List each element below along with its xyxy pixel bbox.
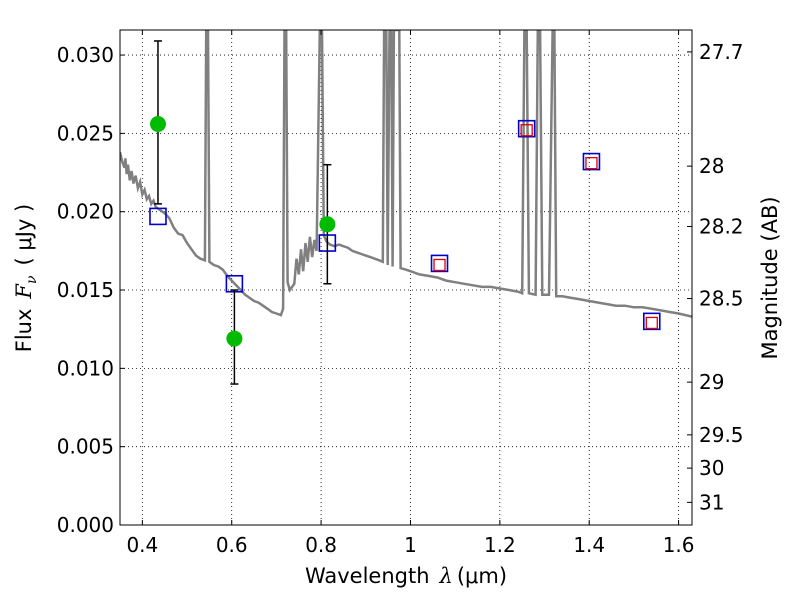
upper-limit-square — [433, 258, 446, 272]
magnitude-axis-label: Magnitude (AB) — [758, 196, 782, 359]
y-tick-label: 0.025 — [57, 121, 114, 145]
upper-limit-square — [585, 156, 598, 170]
y-tick-label: 0.020 — [57, 200, 114, 224]
y-tick-label: 0.005 — [57, 435, 114, 459]
model-band-square — [430, 254, 449, 273]
magnitude-tick-label: 28.2 — [699, 214, 744, 238]
magnitude-tick-label: 30 — [699, 456, 724, 480]
magnitude-tick-label: 27.7 — [699, 40, 744, 64]
x-tick-label: 0.6 — [216, 533, 248, 557]
observed-point — [226, 330, 243, 347]
y-axis-label: FluxFν( μJy ) — [12, 204, 40, 352]
model-band-square — [582, 152, 601, 171]
magnitude-tick-label: 31 — [699, 490, 724, 514]
observed-point — [319, 216, 336, 233]
model-spectrum-line — [120, 30, 692, 318]
upper-limit-square — [520, 124, 533, 137]
x-tick-label: 1.6 — [663, 533, 695, 557]
axis-ticks: 0.4 0.6 0.8 1 1.2 1.4 1.6 0.000 0.005 0.010 0.015 0… — [57, 30, 744, 557]
x-tick-label: 0.8 — [305, 533, 337, 557]
data-points-layer — [149, 40, 661, 385]
magnitude-tick-label: 29 — [699, 370, 724, 394]
model-band-square — [642, 312, 661, 331]
y-tick-label: 0.015 — [57, 278, 114, 302]
model-spectrum-layer — [120, 30, 692, 318]
x-axis-label: Wavelength λ (μm) — [305, 564, 507, 588]
y-tick-label: 0.010 — [57, 356, 114, 380]
y-tick-label: 0.030 — [57, 43, 114, 67]
magnitude-tick-label: 28 — [699, 154, 724, 178]
model-band-square — [517, 119, 536, 138]
y-tick-label: 0.000 — [57, 513, 114, 537]
magnitude-tick-label: 28.5 — [699, 287, 744, 311]
x-tick-label: 1 — [404, 533, 417, 557]
plot-frame — [119, 29, 693, 526]
x-tick-label: 1.2 — [484, 533, 516, 557]
x-tick-label: 1.4 — [573, 533, 605, 557]
upper-limit-square — [645, 316, 658, 330]
magnitude-tick-label: 29.5 — [699, 423, 744, 447]
model-band-square — [149, 207, 167, 226]
observed-point — [149, 115, 166, 132]
x-tick-label: 0.4 — [126, 533, 158, 557]
